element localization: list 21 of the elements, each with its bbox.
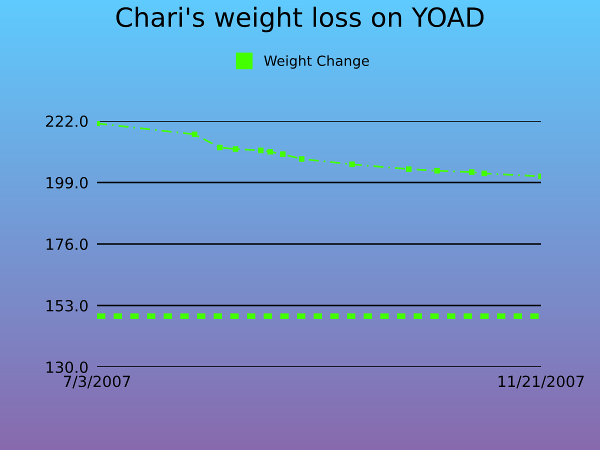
legend-label: Weight Change [264,55,369,69]
point [258,148,264,154]
x-tick-label: 7/3/2007 [64,376,130,388]
y-tick-label: 130.0 [46,361,88,374]
point [349,162,355,168]
chart-title: Chari's weight loss on YOAD [116,6,484,32]
point [192,132,198,138]
point [406,166,412,172]
point [468,169,474,175]
y-tick-label: 176.0 [46,238,88,250]
point [217,144,223,150]
point [298,156,304,162]
point [267,148,273,155]
point [482,170,488,176]
y-tick-label: 153.0 [46,300,88,312]
y-tick-label: 222.0 [46,115,88,128]
point [434,168,440,174]
point [232,146,238,152]
point [280,151,286,157]
y-tick-label: 199.0 [46,176,88,189]
x-tick-label: 11/21/2007 [498,376,584,388]
